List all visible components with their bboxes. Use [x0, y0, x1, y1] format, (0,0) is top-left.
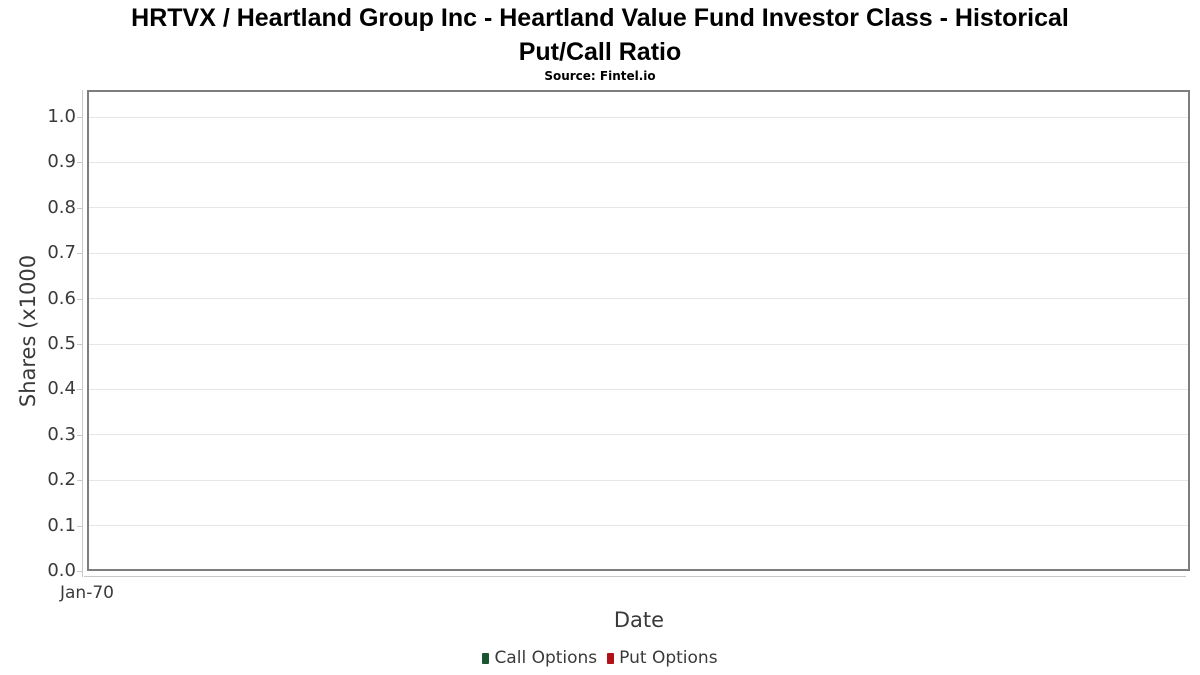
y-tick-label: 0.7 — [47, 242, 76, 264]
y-tick-label: 0.2 — [47, 469, 76, 491]
y-tick-mark — [77, 298, 83, 300]
gridline-y-0.7 — [89, 252, 1188, 254]
legend-marker-icon — [607, 652, 615, 664]
legend-item-label: Put Options — [619, 648, 718, 668]
legend: Call Options Put Options — [0, 646, 1200, 670]
legend-item-call-options[interactable]: Call Options — [482, 647, 597, 669]
y-tick-mark — [77, 207, 83, 209]
y-tick-label: 1.0 — [47, 106, 76, 127]
gridline-y-0.5 — [89, 343, 1188, 345]
plot-area — [87, 90, 1190, 571]
x-tick-label: Jan-70 — [60, 583, 114, 603]
y-axis-title: Shares (x1000 — [16, 254, 40, 408]
y-tick-mark — [77, 389, 83, 391]
gridline-y-0.2 — [89, 479, 1188, 481]
y-tick-mark — [77, 525, 83, 527]
chart-title-line1: HRTVX / Heartland Group Inc - Heartland … — [131, 4, 1069, 32]
x-axis-title: Date — [613, 608, 665, 632]
legend-item-label: Call Options — [494, 648, 598, 668]
y-tick-label: 0.3 — [47, 423, 76, 445]
gridline-y-0.9 — [89, 161, 1188, 163]
gridline-y-0.8 — [89, 207, 1188, 209]
x-axis-line — [84, 576, 1186, 577]
y-tick-mark — [77, 434, 83, 436]
legend-marker-icon — [482, 652, 490, 664]
y-tick-label: 0.6 — [47, 287, 76, 309]
y-tick-mark — [77, 344, 83, 345]
y-tick-mark — [77, 253, 83, 255]
y-tick-mark — [77, 117, 83, 118]
y-tick-mark — [77, 480, 83, 482]
gridline-y-0.1 — [89, 525, 1188, 527]
y-tick-label: 0.4 — [47, 378, 76, 400]
y-tick-label: 0.8 — [47, 196, 76, 218]
y-tick-mark — [77, 571, 83, 572]
gridline-y-0.4 — [89, 388, 1188, 390]
chart-subtitle: Source: Fintel.io — [544, 69, 656, 83]
chart-title-line2: Put/Call Ratio — [518, 38, 682, 66]
y-tick-mark — [77, 162, 83, 164]
gridline-y-1.0 — [89, 116, 1188, 118]
y-tick-label: 0.9 — [47, 151, 76, 173]
gridline-y-0.3 — [89, 434, 1188, 436]
y-tick-label: 0.0 — [47, 560, 76, 581]
y-axis-line — [82, 90, 83, 577]
y-tick-label: 0.1 — [47, 514, 76, 536]
gridline-y-0.6 — [89, 298, 1188, 300]
y-tick-label: 0.5 — [47, 333, 76, 354]
legend-item-put-options[interactable]: Put Options — [607, 647, 718, 669]
